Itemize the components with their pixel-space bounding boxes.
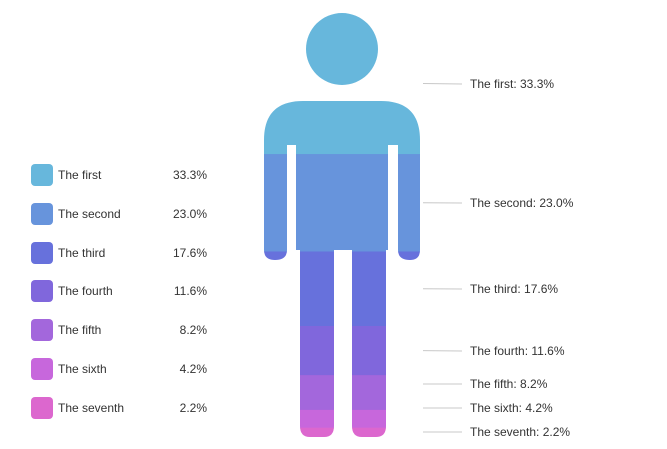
legend-item[interactable]: The fourth 11.6%: [31, 280, 221, 303]
band-5: [264, 375, 420, 411]
callout-label: The fifth: 8.2%: [470, 377, 548, 391]
person-fill-bands: [264, 13, 420, 437]
band-6: [264, 409, 420, 429]
legend-label: The seventh: [58, 400, 125, 415]
callout-label: The sixth: 4.2%: [470, 401, 553, 415]
callout-label: The first: 33.3%: [470, 77, 554, 91]
legend-swatch: [31, 358, 53, 380]
callout-label: The seventh: 2.2%: [470, 425, 570, 439]
callout-label: The fourth: 11.6%: [470, 344, 565, 358]
band-1: [264, 13, 420, 155]
legend-item[interactable]: The sixth 4.2%: [31, 358, 221, 380]
legend-item[interactable]: The fifth 8.2%: [31, 319, 221, 342]
legend-label: The third: [58, 245, 106, 260]
legend-label: The fifth: [58, 323, 102, 338]
legend-value: 2.2%: [179, 400, 207, 415]
legend-swatch: [31, 396, 53, 419]
legend-label: The first: [58, 168, 102, 182]
callout-label: The second: 23.0%: [470, 196, 574, 210]
legend-item[interactable]: The third 17.6%: [31, 241, 221, 264]
legend-value: 33.3%: [172, 168, 207, 182]
legend-label: The fourth: [58, 284, 113, 299]
callout-label: The third: 17.6%: [470, 282, 558, 296]
band-7: [264, 427, 420, 437]
band-3: [264, 251, 420, 327]
band-4: [264, 326, 420, 376]
legend-label: The second: [58, 206, 121, 221]
legend-swatch: [31, 202, 53, 225]
legend-value: 17.6%: [172, 245, 207, 260]
legend-item[interactable]: The second 23.0%: [31, 202, 221, 225]
callout-line: [422, 83, 463, 85]
legend-value: 23.0%: [172, 206, 207, 221]
legend-label: The sixth: [58, 362, 107, 376]
callouts: The first: 33.3% The second: 23.0% The thi…: [422, 77, 574, 439]
band-2: [264, 154, 420, 253]
legend-swatch: [31, 280, 53, 303]
legend-value: 8.2%: [179, 323, 207, 338]
legend-swatch: [31, 164, 53, 186]
legend-swatch: [31, 319, 53, 342]
legend-value: 4.2%: [179, 362, 207, 376]
legend-item[interactable]: The first 33.3%: [31, 164, 221, 186]
legend-value: 11.6%: [173, 284, 207, 299]
legend-swatch: [31, 241, 53, 264]
legend-item[interactable]: The seventh 2.2%: [31, 396, 221, 419]
